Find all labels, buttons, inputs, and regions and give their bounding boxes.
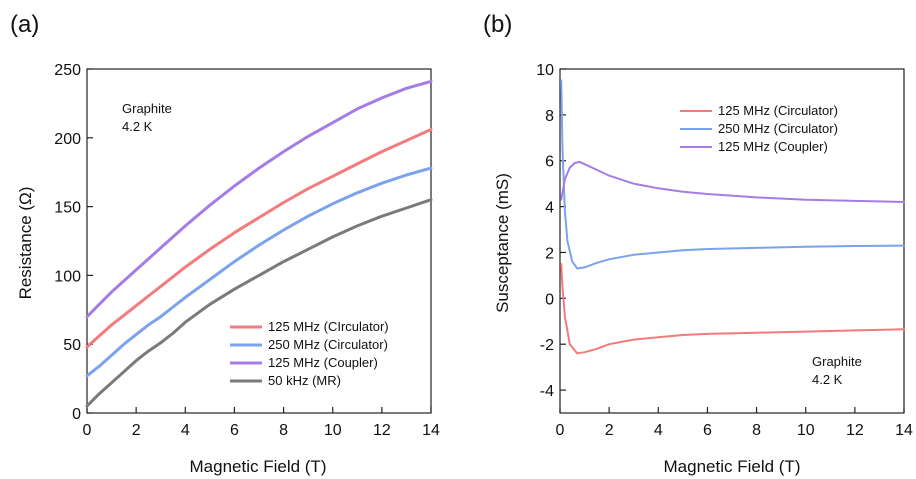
x-tick-label: 8 (279, 422, 288, 439)
y-tick-label: 250 (54, 62, 81, 79)
panel-a-label: (a) (10, 11, 39, 38)
x-tick-label: 4 (654, 422, 663, 439)
legend-label: 125 MHz (CIrculator) (268, 319, 389, 334)
series-line (560, 160, 905, 203)
x-tick-label: 10 (324, 422, 342, 439)
x-tick-label: 10 (797, 422, 815, 439)
y-tick-label: 4 (545, 200, 554, 217)
x-tick-label: 14 (422, 422, 440, 439)
x-tick-label: 2 (605, 422, 614, 439)
legend-label: 50 kHz (MR) (268, 373, 341, 388)
x-tick-label: 2 (132, 422, 141, 439)
panel-a-ylabel: Resistance (Ω) (16, 187, 35, 300)
x-tick-label: 6 (230, 422, 239, 439)
x-tick-label: 12 (846, 422, 864, 439)
legend-label: 125 MHz (Coupler) (268, 355, 378, 370)
panel-a-series (85, 79, 433, 408)
x-tick-label: 14 (895, 422, 913, 439)
legend-label: 125 MHz (Circulator) (718, 103, 838, 118)
panel-b-annotation-line1: Graphite (812, 354, 862, 369)
y-tick-label: 0 (545, 291, 554, 308)
panel-a: (a) Magnetic Field (T) Resistance (Ω) 0 2… (10, 11, 440, 476)
series-line (85, 79, 433, 319)
series-line (85, 128, 433, 349)
x-tick-label: 0 (83, 422, 92, 439)
panel-a-frame (86, 68, 432, 414)
series-line (560, 79, 905, 270)
panel-b-frame (559, 68, 905, 414)
panel-a-ticks: 0 2 4 6 8 10 12 14 0 50 100 150 200 250 (54, 62, 440, 439)
y-tick-label: 0 (72, 406, 81, 423)
series-line (85, 198, 433, 408)
panel-b-xlabel: Magnetic Field (T) (664, 457, 801, 476)
panel-b: (b) Magnetic Field (T) Susceptance (mS) … (483, 11, 913, 476)
x-tick-label: 12 (373, 422, 391, 439)
y-tick-label: -4 (540, 383, 554, 400)
panel-b-legend: 125 MHz (Circulator) 250 MHz (Circulator)… (680, 103, 838, 154)
y-tick-label: 50 (63, 337, 81, 354)
y-tick-label: 200 (54, 131, 81, 148)
y-tick-label: 2 (545, 245, 554, 262)
y-tick-label: 10 (536, 62, 554, 79)
y-tick-label: -2 (540, 337, 554, 354)
legend-label: 250 MHz (Circulator) (268, 337, 388, 352)
y-tick-label: 6 (545, 154, 554, 171)
panel-a-annotation-line1: Graphite (122, 101, 172, 116)
x-tick-label: 6 (703, 422, 712, 439)
panel-b-annotation-line2: 4.2 K (812, 372, 843, 387)
panel-b-label: (b) (483, 11, 512, 38)
series-line (85, 166, 433, 378)
y-tick-label: 100 (54, 268, 81, 285)
panel-a-annotation-line2: 4.2 K (122, 119, 153, 134)
x-tick-label: 4 (181, 422, 190, 439)
panel-b-ticks: 0 2 4 6 8 10 12 14 -4 -2 0 2 4 6 8 10 (536, 62, 913, 439)
x-tick-label: 8 (752, 422, 761, 439)
panel-a-legend: 125 MHz (CIrculator) 250 MHz (Circulator)… (230, 319, 389, 388)
panel-b-ylabel: Susceptance (mS) (493, 173, 512, 313)
panel-a-xlabel: Magnetic Field (T) (190, 457, 327, 476)
panel-b-series (560, 79, 905, 355)
y-tick-label: 8 (545, 108, 554, 125)
legend-label: 250 MHz (Circulator) (718, 121, 838, 136)
x-tick-label: 0 (556, 422, 565, 439)
series-line (560, 262, 905, 355)
legend-label: 125 MHz (Coupler) (718, 139, 828, 154)
y-tick-label: 150 (54, 200, 81, 217)
